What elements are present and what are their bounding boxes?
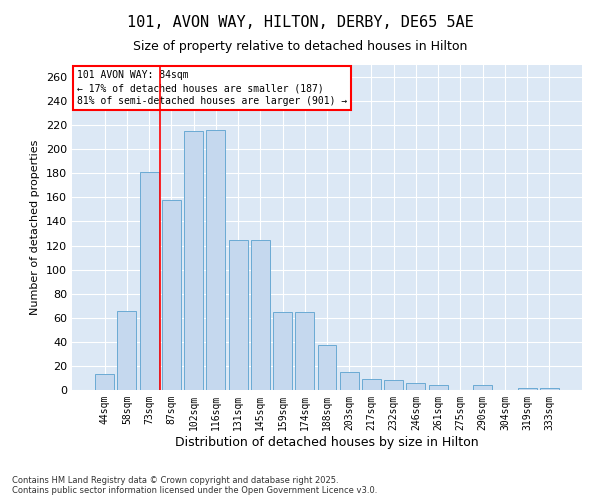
Bar <box>229 240 248 390</box>
Text: Size of property relative to detached houses in Hilton: Size of property relative to detached ho… <box>133 40 467 53</box>
Bar <box>273 312 292 390</box>
Bar <box>184 131 203 390</box>
Bar <box>518 388 536 390</box>
X-axis label: Distribution of detached houses by size in Hilton: Distribution of detached houses by size … <box>175 436 479 448</box>
Bar <box>295 312 314 390</box>
Bar <box>540 388 559 390</box>
Text: Contains HM Land Registry data © Crown copyright and database right 2025.
Contai: Contains HM Land Registry data © Crown c… <box>12 476 377 495</box>
Bar <box>251 240 270 390</box>
Bar <box>473 385 492 390</box>
Text: 101, AVON WAY, HILTON, DERBY, DE65 5AE: 101, AVON WAY, HILTON, DERBY, DE65 5AE <box>127 15 473 30</box>
Bar <box>118 310 136 390</box>
Bar <box>362 379 381 390</box>
Bar <box>95 374 114 390</box>
Bar <box>340 372 359 390</box>
Bar <box>384 380 403 390</box>
Bar <box>429 385 448 390</box>
Bar <box>140 172 158 390</box>
Text: 101 AVON WAY: 84sqm
← 17% of detached houses are smaller (187)
81% of semi-detac: 101 AVON WAY: 84sqm ← 17% of detached ho… <box>77 70 347 106</box>
Bar <box>317 346 337 390</box>
Y-axis label: Number of detached properties: Number of detached properties <box>31 140 40 315</box>
Bar <box>206 130 225 390</box>
Bar <box>162 200 181 390</box>
Bar <box>406 383 425 390</box>
